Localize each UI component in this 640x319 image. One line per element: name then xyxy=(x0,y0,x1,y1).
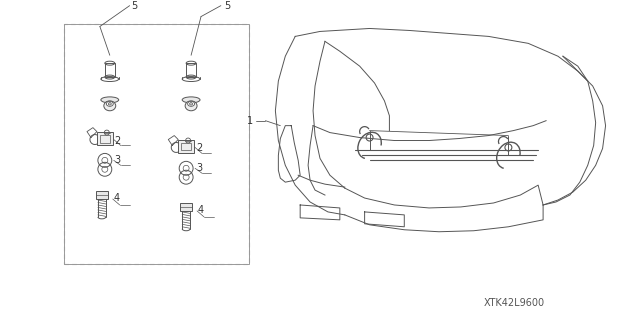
Text: 1: 1 xyxy=(248,116,253,126)
Bar xyxy=(178,139,194,153)
Ellipse shape xyxy=(104,101,116,111)
Text: 5: 5 xyxy=(132,1,138,11)
Bar xyxy=(64,24,248,264)
Text: 3: 3 xyxy=(196,163,202,173)
Text: 2: 2 xyxy=(196,144,202,153)
Text: 5: 5 xyxy=(224,1,230,11)
Ellipse shape xyxy=(101,97,118,103)
Text: 4: 4 xyxy=(198,205,204,215)
Ellipse shape xyxy=(182,97,200,103)
Text: 4: 4 xyxy=(114,193,120,203)
Bar xyxy=(64,24,248,264)
Bar xyxy=(96,191,108,199)
Ellipse shape xyxy=(185,101,197,111)
Ellipse shape xyxy=(108,103,111,105)
Ellipse shape xyxy=(188,101,195,106)
Text: XTK42L9600: XTK42L9600 xyxy=(484,298,545,308)
Bar xyxy=(105,63,115,77)
Bar xyxy=(186,63,196,77)
Text: 2: 2 xyxy=(115,136,121,145)
Text: 3: 3 xyxy=(115,155,121,165)
Bar xyxy=(180,203,192,211)
Ellipse shape xyxy=(106,101,113,106)
Bar xyxy=(100,135,110,143)
Bar xyxy=(181,143,191,151)
Ellipse shape xyxy=(189,103,193,105)
Bar xyxy=(97,132,113,145)
